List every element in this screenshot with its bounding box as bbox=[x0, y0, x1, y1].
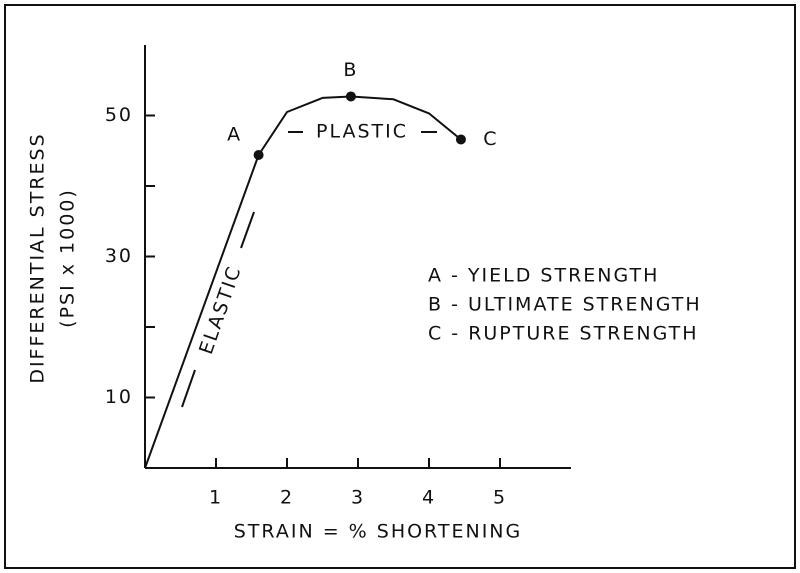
dash bbox=[240, 211, 255, 249]
point bbox=[455, 134, 466, 145]
y-tick-label: 50 bbox=[105, 104, 133, 126]
annotation: PLASTIC bbox=[316, 121, 408, 143]
y-tick-label: 30 bbox=[105, 245, 133, 267]
y-tick-label: 10 bbox=[105, 386, 133, 408]
x-tick-label: 3 bbox=[351, 487, 365, 509]
y-axis-label: (PSI x 1000) bbox=[57, 188, 79, 328]
x-tick-label: 4 bbox=[422, 487, 436, 509]
point bbox=[253, 149, 264, 160]
legend-entry: C - RUPTURE STRENGTH bbox=[428, 323, 699, 345]
point-label: C bbox=[483, 128, 498, 150]
point-label: A bbox=[227, 123, 242, 145]
x-tick-label: 5 bbox=[493, 487, 507, 509]
curve bbox=[144, 95, 462, 469]
legend-entry: B - ULTIMATE STRENGTH bbox=[428, 294, 702, 316]
frame bbox=[4, 4, 796, 569]
x-tick-label: 1 bbox=[209, 487, 223, 509]
y-axis-label: DIFFERENTIAL STRESS bbox=[27, 132, 49, 383]
point-label: B bbox=[343, 59, 358, 81]
dash bbox=[181, 369, 196, 408]
x-tick-label: 2 bbox=[280, 487, 294, 509]
point bbox=[345, 91, 356, 102]
legend-entry: A - YIELD STRENGTH bbox=[428, 265, 659, 287]
x-axis-label: STRAIN = % SHORTENING bbox=[234, 521, 523, 543]
